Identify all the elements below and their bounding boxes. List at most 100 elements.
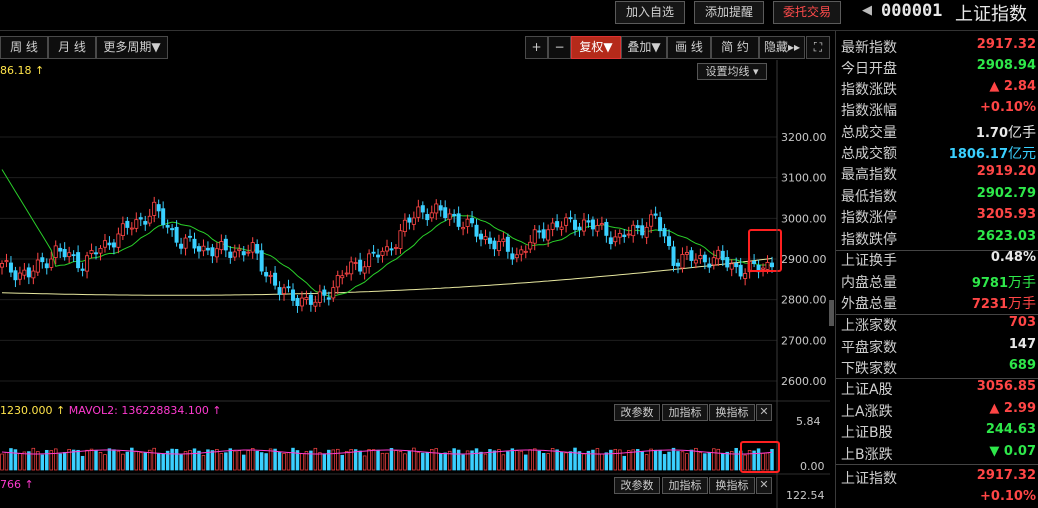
- overlay-dropdown[interactable]: 叠加▼: [621, 36, 667, 59]
- candle-body: [71, 254, 76, 257]
- top-bar: 加入自选 添加提醒 委托交易 ◀ 000001 上证指数: [0, 0, 1038, 31]
- volume-bar: [336, 448, 340, 471]
- candle-body: [389, 248, 394, 251]
- amount-label: 总成交额: [841, 146, 897, 162]
- kline-chart[interactable]: 3200.00 3100.00 3000.00 2900.00 2800.00 2700.…: [0, 60, 830, 508]
- volume-bar: [201, 455, 206, 471]
- change-param-button-2[interactable]: 改参数: [614, 477, 660, 494]
- down-count-label: 下跌家数: [841, 361, 897, 377]
- turnover-value: 0.48%: [990, 250, 1036, 265]
- volume-bar: [703, 453, 707, 471]
- candle-body: [250, 242, 255, 253]
- candle-body: [380, 250, 385, 256]
- candle-body: [743, 273, 748, 279]
- fullscreen-icon[interactable]: ⛶: [806, 36, 830, 59]
- panel-divider: [836, 314, 1038, 315]
- candle-body: [443, 207, 448, 219]
- candle-body: [174, 226, 179, 243]
- panel-splitter-handle[interactable]: [829, 300, 834, 326]
- entrust-trade-button[interactable]: 委托交易: [773, 1, 841, 24]
- index-pct-row: +0.10%: [836, 487, 1038, 508]
- volume-bar: [80, 455, 85, 471]
- volume-bar: [443, 452, 447, 471]
- candle-body: [53, 245, 58, 258]
- flat-count-value: 147: [1008, 337, 1036, 352]
- candle-body: [470, 217, 475, 224]
- price-tick-label: 2700.00: [781, 334, 827, 347]
- candle-body: [129, 227, 134, 230]
- candle-body: [0, 263, 4, 268]
- draw-line-button[interactable]: 画 线: [667, 36, 711, 59]
- volume-bar: [680, 451, 685, 471]
- volume-bar: [327, 449, 331, 471]
- volume-bar: [40, 454, 45, 471]
- inner-number: 9781: [971, 276, 1008, 291]
- volume-bar: [241, 454, 246, 471]
- candle-body: [684, 251, 689, 255]
- candle-body: [429, 212, 434, 219]
- candle-body: [94, 252, 99, 255]
- low-row: 最低指数 2902.79: [836, 184, 1038, 205]
- candle-body: [653, 213, 658, 216]
- candle-body: [317, 291, 322, 303]
- add-watchlist-button[interactable]: 加入自选: [615, 1, 685, 24]
- candle-body: [738, 264, 743, 277]
- index-label: 上证指数: [841, 471, 897, 487]
- candle-body: [487, 237, 492, 244]
- flat-count-label: 平盘家数: [841, 340, 897, 356]
- close-indicator-icon-2[interactable]: ✕: [756, 477, 772, 494]
- close-indicator-icon[interactable]: ✕: [756, 404, 772, 421]
- volume-bar: [179, 454, 183, 471]
- tab-month[interactable]: 月 线: [48, 36, 96, 59]
- candle-body: [693, 259, 698, 264]
- limit-up-label: 指数涨停: [841, 210, 897, 226]
- prev-stock-arrow-icon[interactable]: ◀: [862, 3, 872, 18]
- amount-row: 总成交额 1806.17亿元: [836, 141, 1038, 162]
- change-param-button[interactable]: 改参数: [614, 404, 660, 421]
- volume-bar: [631, 449, 635, 471]
- switch-indicator-button-2[interactable]: 换指标: [709, 477, 755, 494]
- volume-bar: [465, 450, 470, 471]
- candle-body: [658, 217, 663, 232]
- volume-bar: [398, 451, 403, 471]
- ma-long-line: [1, 257, 773, 296]
- volume-bar: [67, 448, 71, 471]
- zoom-out-button[interactable]: −: [548, 36, 571, 59]
- inner-label: 内盘总量: [841, 275, 897, 291]
- volume-bar: [452, 448, 456, 471]
- add-indicator-button-2[interactable]: 加指标: [662, 477, 708, 494]
- volume-bar: [31, 447, 36, 471]
- volume-bar: [577, 451, 582, 471]
- inner-value: 9781万手: [972, 272, 1036, 292]
- candle-body: [716, 249, 721, 260]
- adjust-dropdown[interactable]: 复权▼: [571, 36, 621, 59]
- volume-bar: [600, 453, 604, 471]
- tab-week[interactable]: 周 线: [0, 36, 48, 59]
- candle-body: [67, 252, 72, 258]
- add-alert-button[interactable]: 添加提醒: [694, 1, 764, 24]
- volume-bar: [103, 454, 107, 471]
- candle-body: [282, 287, 287, 294]
- candle-body: [483, 236, 488, 240]
- add-indicator-button[interactable]: 加指标: [662, 404, 708, 421]
- more-period-dropdown[interactable]: 更多周期▼: [96, 36, 168, 59]
- volume-bar: [644, 454, 649, 471]
- zoom-in-button[interactable]: +: [525, 36, 548, 59]
- volume-bar: [331, 449, 336, 471]
- volume-bar: [152, 447, 156, 471]
- sub-tick: 122.54: [786, 489, 825, 502]
- switch-indicator-button[interactable]: 换指标: [709, 404, 755, 421]
- stock-code: 000001: [881, 1, 943, 21]
- volume-bar: [219, 453, 224, 471]
- outer-row: 外盘总量 7231万手: [836, 291, 1038, 312]
- volume-bar: [568, 451, 573, 471]
- volume-bar: [380, 452, 385, 471]
- volume-bar: [501, 454, 506, 471]
- candle-body: [58, 247, 63, 252]
- simple-button[interactable]: 简 约: [711, 36, 759, 59]
- set-ma-dropdown[interactable]: 设置均线 ▾: [697, 63, 767, 80]
- candle-body: [402, 219, 407, 232]
- hide-button[interactable]: 隐藏▸▸: [759, 36, 805, 59]
- volume-bar: [9, 448, 13, 471]
- down-count-row: 下跌家数 689: [836, 356, 1038, 377]
